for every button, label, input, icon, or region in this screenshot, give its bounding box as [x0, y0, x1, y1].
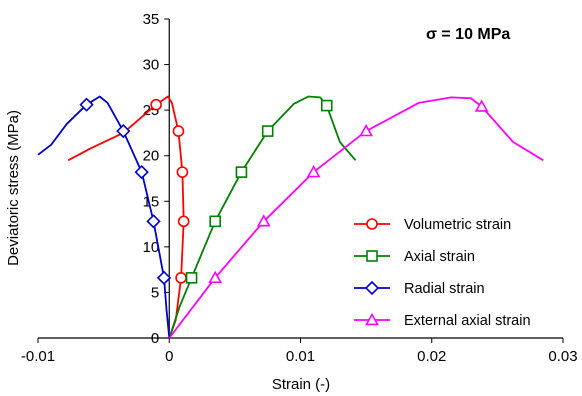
square-data-point — [185, 272, 198, 284]
series-line — [67, 95, 185, 339]
y-tick-label: 0 — [151, 330, 159, 347]
circle-data-point — [175, 272, 187, 284]
series-line — [37, 95, 171, 339]
triangle-data-point — [256, 214, 271, 227]
legend-item: Volumetric strain — [354, 217, 511, 233]
triangle-data-point — [359, 123, 373, 137]
legend-label: Volumetric strain — [404, 217, 511, 233]
legend-item: External axial strain — [354, 312, 531, 329]
y-tick-label: 10 — [143, 239, 160, 256]
y-tick-label: 35 — [143, 11, 160, 28]
series-triangle — [168, 96, 544, 339]
circle-data-point — [177, 215, 190, 228]
legend: Volumetric strain Axial strain Radial stra… — [354, 217, 531, 329]
legend-square-marker — [366, 250, 378, 262]
x-tick-label: 0 — [165, 348, 173, 365]
x-axis-title: Strain (-) — [272, 376, 330, 393]
legend-circle-marker — [366, 218, 378, 230]
x-tick-label: -0.01 — [21, 348, 55, 365]
square-data-point — [235, 166, 248, 178]
legend-label: Radial strain — [404, 281, 485, 297]
series-square — [168, 95, 357, 339]
y-tick-label: 15 — [143, 193, 160, 210]
diamond-data-point — [146, 214, 161, 229]
circle-data-point — [172, 125, 185, 137]
x-tick-label: 0.02 — [417, 348, 446, 365]
legend-item: Radial strain — [354, 280, 485, 297]
ylabel-group: Deviatoric stress (MPa) — [5, 110, 22, 266]
circle-data-point — [150, 98, 162, 111]
x-tick-label: 0.01 — [286, 348, 315, 365]
x-tick-label: 0.03 — [548, 348, 577, 365]
series-layer — [37, 95, 544, 339]
triangle-data-point — [474, 99, 489, 112]
legend-triangle-marker — [365, 312, 379, 326]
series-circle — [67, 95, 190, 339]
square-data-point — [209, 215, 221, 228]
xlabel-group: Strain (-) — [272, 376, 330, 393]
circle-data-point — [176, 166, 189, 178]
series-diamond — [37, 95, 172, 339]
y-tick-label: 30 — [143, 57, 160, 74]
legend-item: Axial strain — [354, 249, 475, 265]
legend-label: Axial strain — [404, 249, 475, 265]
diamond-data-point — [156, 270, 172, 285]
series-line — [168, 96, 544, 339]
square-data-point — [261, 125, 274, 137]
y-tick-label: 5 — [151, 284, 159, 301]
legend-diamond-marker — [364, 280, 380, 296]
square-data-point — [320, 99, 333, 112]
annotation-group: σ = 10 MPa — [426, 26, 510, 43]
diamond-data-point — [134, 164, 149, 180]
legend-label: External axial strain — [404, 313, 531, 329]
y-tick-label: 20 — [143, 148, 160, 165]
chart-annotation: σ = 10 MPa — [426, 26, 510, 43]
y-axis-title: Deviatoric stress (MPa) — [5, 110, 22, 266]
diamond-data-point — [116, 123, 131, 139]
triangle-data-point — [208, 270, 223, 284]
triangle-data-point — [306, 164, 321, 178]
diamond-data-point — [79, 97, 94, 112]
